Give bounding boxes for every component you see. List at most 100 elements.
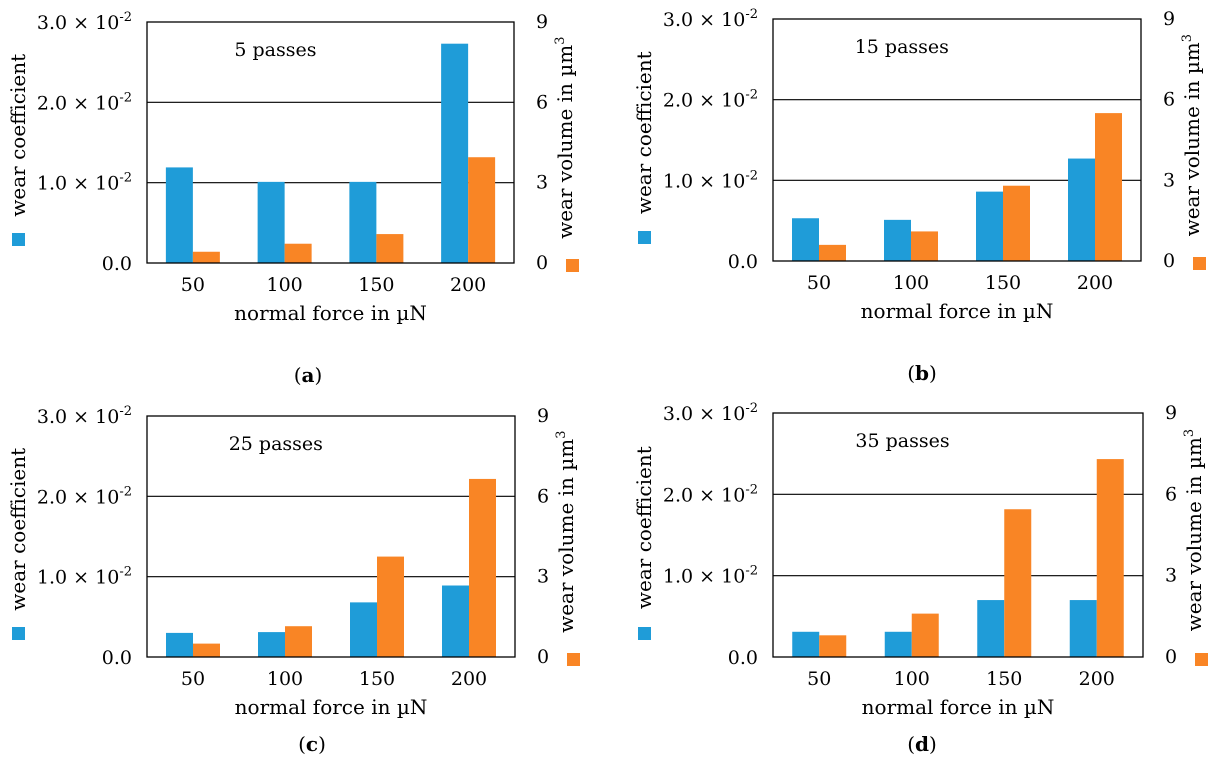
bar-wear-coefficient-150 — [977, 600, 1005, 657]
y-right-tick-label: 9 — [536, 11, 548, 33]
bar-wear-coefficient-200 — [442, 585, 469, 657]
bar-wear-volume-150 — [1003, 185, 1030, 261]
bar-wear-coefficient-200 — [1068, 158, 1095, 261]
bar-wear-volume-100 — [284, 243, 312, 263]
y-left-tick-label: 2.0 × 10-2 — [663, 88, 758, 112]
y-left-axis-title: wear coefficient — [6, 448, 30, 611]
bar-wear-coefficient-150 — [349, 181, 377, 263]
y-left-tick-label: 0.0 — [102, 253, 132, 275]
x-tick-label: 200 — [1077, 272, 1113, 294]
x-tick-label: 50 — [181, 668, 205, 690]
panel-title: 5 passes — [234, 39, 316, 61]
bar-wear-volume-50 — [192, 251, 220, 263]
x-tick-label: 150 — [986, 668, 1022, 690]
bar-wear-coefficient-50 — [792, 631, 820, 657]
bar-wear-coefficient-100 — [258, 632, 285, 657]
bar-wear-coefficient-200 — [1069, 600, 1097, 657]
bar-wear-volume-200 — [469, 478, 496, 657]
bar-wear-coefficient-50 — [166, 632, 193, 657]
bar-wear-volume-200 — [468, 157, 496, 263]
x-axis-title: normal force in µN — [234, 301, 427, 325]
legend-swatch-wear-coefficient — [12, 233, 25, 246]
panel-caption: (a) — [294, 363, 323, 387]
x-tick-label: 200 — [450, 274, 486, 296]
bar-wear-volume-100 — [285, 626, 312, 657]
y-left-tick-label: 3.0 × 10-2 — [37, 10, 132, 34]
bar-wear-volume-200 — [1095, 113, 1122, 261]
x-axis-title: normal force in µN — [235, 695, 428, 719]
bar-wear-coefficient-100 — [884, 219, 911, 261]
y-left-tick-label: 0.0 — [728, 647, 758, 669]
y-left-tick-label: 2.0 × 10-2 — [37, 484, 132, 508]
x-tick-label: 100 — [894, 668, 930, 690]
bar-wear-coefficient-50 — [165, 167, 193, 263]
panel-b: 50 100 150 200 0.0 1.0 × 10-2 2.0 × 10-2 3.0 × … — [632, 7, 1206, 385]
plot-frame — [772, 412, 1144, 658]
x-tick-label: 50 — [181, 274, 205, 296]
y-left-tick-label: 3.0 × 10-2 — [37, 404, 132, 428]
x-tick-label: 50 — [807, 668, 831, 690]
y-left-tick-label: 3.0 × 10-2 — [663, 401, 758, 425]
panel-title: 35 passes — [855, 430, 949, 452]
y-right-tick-label: 9 — [1163, 8, 1175, 30]
bar-wear-volume-50 — [819, 244, 846, 261]
panel-caption: (b) — [907, 361, 937, 385]
x-axis-title: normal force in µN — [861, 299, 1054, 323]
panel-title: 25 passes — [229, 433, 323, 455]
x-tick-label: 100 — [267, 668, 303, 690]
bar-wear-volume-100 — [911, 613, 939, 657]
bar-wear-coefficient-100 — [884, 631, 912, 657]
plot-frame — [772, 18, 1142, 262]
bar-wear-coefficient-150 — [976, 191, 1003, 261]
legend-swatch-wear-coefficient — [638, 627, 651, 640]
y-left-tick-label: 0.0 — [102, 647, 132, 669]
y-left-tick-label: 2.0 × 10-2 — [663, 482, 758, 506]
bar-wear-volume-50 — [193, 643, 220, 657]
plot-frame — [146, 415, 516, 658]
y-right-tick-label: 3 — [1165, 565, 1177, 587]
y-right-tick-label: 6 — [537, 485, 549, 507]
panel-c: 50 100 150 200 0.0 1.0 × 10-2 2.0 × 10-2 3.0 × … — [6, 404, 580, 756]
x-tick-label: 150 — [985, 272, 1021, 294]
panel-title: 15 passes — [855, 36, 949, 58]
plot-frame — [146, 21, 515, 264]
y-right-tick-label: 0 — [1163, 250, 1175, 272]
y-right-tick-label: 3 — [1163, 169, 1175, 191]
y-left-tick-label: 3.0 × 10-2 — [663, 7, 758, 31]
y-left-axis-title: wear coefficient — [632, 51, 656, 214]
legend-swatch-wear-volume — [1193, 257, 1206, 270]
panel-caption: (c) — [298, 732, 326, 756]
y-right-axis-title: wear volume in µm3 — [553, 36, 577, 238]
x-axis-title: normal force in µN — [862, 695, 1055, 719]
y-left-axis-title: wear coefficient — [632, 446, 656, 609]
bar-wear-coefficient-150 — [350, 602, 377, 657]
bar-wear-volume-150 — [376, 234, 404, 263]
bar-wear-volume-150 — [377, 556, 404, 657]
y-left-tick-label: 0.0 — [728, 251, 758, 273]
y-right-tick-label: 9 — [1165, 402, 1177, 424]
x-tick-label: 150 — [358, 274, 394, 296]
y-left-tick-label: 1.0 × 10-2 — [37, 565, 132, 589]
y-right-tick-label: 6 — [536, 91, 548, 113]
y-right-axis-title: wear volume in µm3 — [554, 430, 578, 632]
y-right-tick-label: 0 — [537, 646, 549, 668]
panel-a: 50 100 150 200 0.0 1.0 × 10-2 2.0 × 10-2 3.0 × … — [6, 10, 579, 387]
y-right-tick-label: 6 — [1163, 89, 1175, 111]
bar-wear-coefficient-100 — [257, 181, 285, 263]
y-right-axis-title: wear volume in µm3 — [1180, 34, 1204, 236]
y-left-tick-label: 1.0 × 10-2 — [37, 171, 132, 195]
x-tick-label: 150 — [359, 668, 395, 690]
y-right-tick-label: 3 — [537, 566, 549, 588]
y-left-tick-label: 1.0 × 10-2 — [663, 168, 758, 192]
y-right-axis-title: wear volume in µm3 — [1182, 429, 1206, 631]
bar-wear-coefficient-50 — [792, 218, 819, 261]
legend-swatch-wear-coefficient — [638, 231, 651, 244]
y-left-axis-title: wear coefficient — [6, 54, 30, 217]
x-tick-label: 50 — [807, 272, 831, 294]
legend-swatch-wear-volume — [566, 259, 579, 272]
y-left-tick-label: 1.0 × 10-2 — [663, 564, 758, 588]
bar-wear-volume-150 — [1004, 509, 1032, 657]
legend-swatch-wear-coefficient — [12, 627, 25, 640]
y-right-tick-label: 3 — [536, 172, 548, 194]
